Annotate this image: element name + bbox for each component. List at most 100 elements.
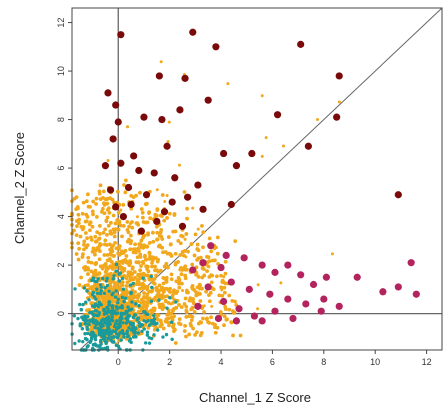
point-both: [111, 227, 116, 232]
point-both: [205, 269, 210, 274]
point-low: [116, 301, 120, 305]
point-low: [106, 336, 111, 341]
point-both: [125, 227, 130, 232]
point-low: [140, 329, 144, 334]
point-both: [282, 144, 286, 148]
point-both: [150, 264, 154, 269]
point-both: [163, 200, 167, 204]
point-both: [92, 283, 97, 288]
point-highlighted: [335, 302, 343, 310]
point-both: [129, 193, 134, 198]
point-both: [90, 224, 95, 229]
point-both: [128, 297, 133, 301]
point-both: [177, 277, 182, 282]
point-low: [131, 281, 135, 286]
point-low: [91, 276, 96, 280]
point-both: [136, 260, 141, 265]
point-low: [105, 324, 110, 328]
point-both: [172, 288, 176, 293]
point-low: [87, 298, 91, 302]
point-both: [184, 232, 189, 236]
point-both: [124, 284, 129, 288]
point-low: [110, 340, 115, 344]
point-both: [106, 206, 111, 211]
point-both: [215, 245, 219, 249]
point-low: [121, 287, 126, 291]
point-both: [108, 220, 113, 225]
point-both: [193, 232, 198, 237]
point-both: [81, 200, 86, 205]
point-low: [111, 277, 115, 281]
point-highlighted: [379, 288, 387, 296]
point-low: [120, 295, 125, 300]
point-both: [79, 275, 83, 280]
point-both: [178, 253, 183, 257]
point-both: [121, 258, 126, 263]
point-low: [95, 291, 100, 295]
points-low-cluster: [70, 262, 178, 352]
point-both: [136, 222, 141, 227]
point-both: [173, 251, 178, 256]
point-both: [127, 272, 132, 276]
point-both: [124, 287, 128, 291]
point-both: [209, 280, 214, 285]
point-both: [93, 262, 98, 267]
point-low: [96, 304, 101, 309]
point-low: [97, 310, 102, 315]
point-both: [158, 268, 163, 273]
point-both: [187, 332, 192, 337]
point-both: [195, 247, 200, 251]
point-low: [117, 279, 122, 283]
x-tick-label: 8: [321, 357, 326, 367]
point-both: [189, 318, 194, 323]
point-low: [95, 319, 99, 324]
point-both: [165, 294, 170, 299]
point-low: [94, 323, 98, 327]
point-highlighted: [240, 254, 248, 262]
point-both: [279, 281, 283, 285]
point-both: [187, 298, 192, 303]
point-highlighted: [189, 28, 197, 36]
point-highlighted: [219, 149, 228, 158]
point-low: [88, 332, 93, 337]
point-highlighted: [171, 174, 179, 182]
point-both: [80, 211, 85, 216]
point-highlighted: [353, 273, 361, 281]
point-low: [110, 304, 114, 308]
point-both: [85, 308, 89, 313]
point-both: [102, 242, 107, 247]
point-low: [123, 296, 128, 300]
point-both: [135, 293, 140, 298]
point-low: [105, 276, 109, 281]
point-both: [201, 245, 205, 250]
point-both: [164, 279, 169, 284]
point-both: [171, 229, 176, 234]
point-both: [110, 197, 115, 202]
point-both: [121, 224, 126, 228]
point-low: [108, 322, 112, 326]
point-both: [86, 255, 91, 260]
point-both: [181, 288, 185, 292]
point-both: [146, 231, 150, 236]
point-highlighted: [335, 72, 343, 80]
point-both: [198, 299, 203, 303]
point-both: [105, 215, 110, 220]
point-low: [101, 276, 105, 281]
point-highlighted: [309, 280, 318, 289]
point-both: [159, 234, 164, 239]
point-both: [231, 311, 236, 315]
point-both: [157, 305, 162, 310]
point-both: [94, 239, 99, 244]
point-both: [117, 252, 122, 257]
point-both: [138, 190, 142, 195]
point-both: [150, 230, 155, 235]
point-both: [86, 260, 91, 264]
point-low: [98, 344, 102, 349]
point-both: [229, 320, 234, 325]
point-both: [94, 202, 98, 206]
point-both: [98, 183, 103, 188]
point-both: [122, 290, 126, 294]
point-low: [152, 320, 156, 324]
point-both: [133, 275, 137, 280]
